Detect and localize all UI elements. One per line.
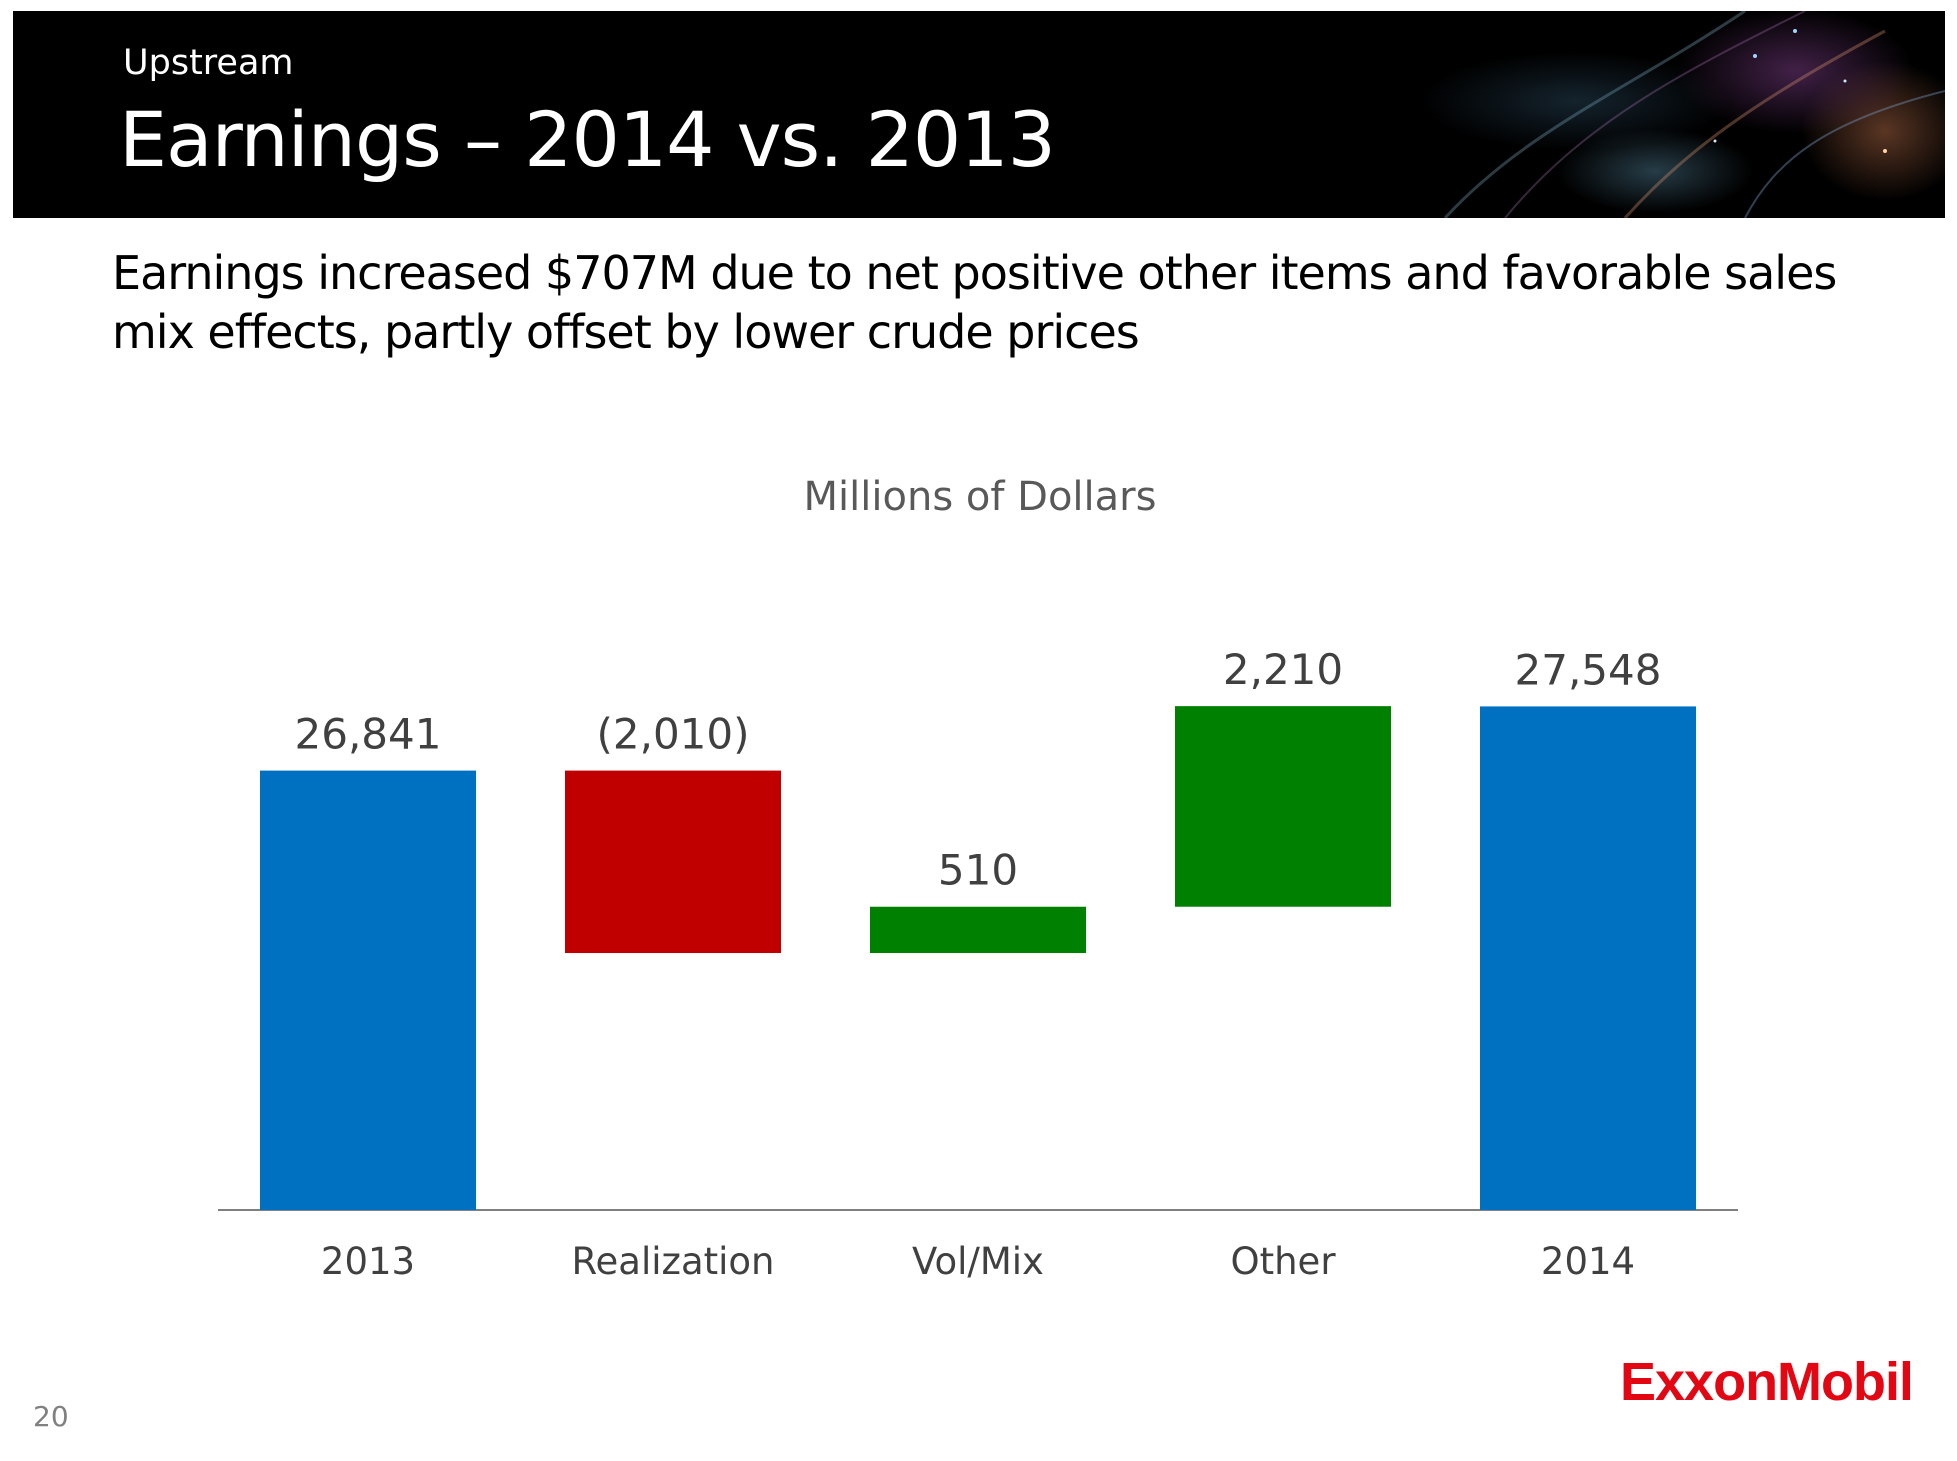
category-label-vol-mix: Vol/Mix bbox=[912, 1240, 1044, 1283]
chart-unit-label: Millions of Dollars bbox=[803, 474, 1157, 520]
slide-title: Earnings – 2014 vs. 2013 bbox=[119, 95, 1056, 184]
data-label-realization: (2,010) bbox=[596, 710, 749, 759]
data-label-other: 2,210 bbox=[1223, 645, 1343, 694]
data-label-vol-mix: 510 bbox=[938, 846, 1018, 895]
data-label-2014: 27,548 bbox=[1515, 645, 1662, 694]
category-label-realization: Realization bbox=[571, 1240, 774, 1283]
exxonmobil-logo: ExxonMobil bbox=[1620, 1348, 1914, 1418]
bar-realization bbox=[565, 770, 781, 954]
page-number: 20 bbox=[33, 1400, 69, 1433]
section-label: Upstream bbox=[123, 43, 294, 83]
bar-other bbox=[1175, 706, 1391, 907]
bar-2014 bbox=[1480, 706, 1696, 1210]
header-band: Upstream Earnings – 2014 vs. 2013 bbox=[13, 11, 1945, 218]
bar-2013 bbox=[260, 770, 476, 1210]
bar-vol-mix bbox=[870, 906, 1086, 954]
header-decorative-image bbox=[1325, 11, 1945, 218]
svg-text:ExxonMobil: ExxonMobil bbox=[1620, 1352, 1910, 1412]
headline-text: Earnings increased $707M due to net posi… bbox=[112, 246, 1837, 359]
category-label-2013: 2013 bbox=[321, 1240, 415, 1283]
data-label-2013: 26,841 bbox=[295, 710, 442, 759]
category-label-other: Other bbox=[1230, 1240, 1336, 1283]
category-label-2014: 2014 bbox=[1541, 1240, 1635, 1283]
